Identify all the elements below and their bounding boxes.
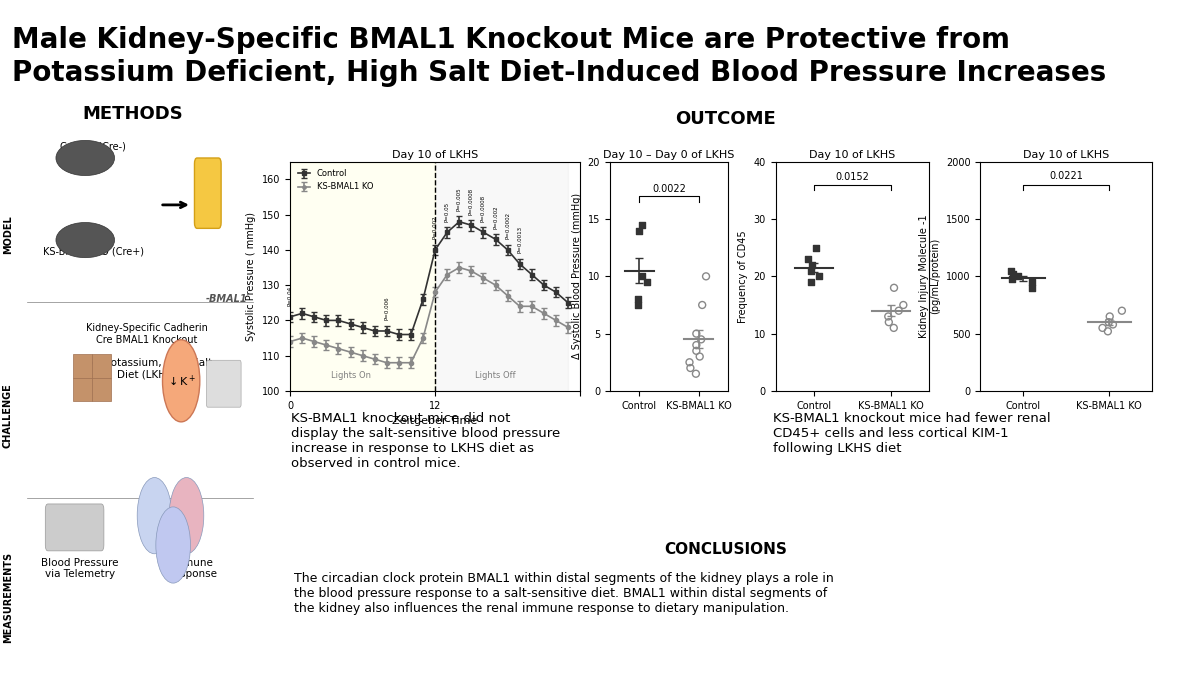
- Point: [687, 368, 706, 379]
- Point: [802, 276, 821, 287]
- Text: Immune
Response: Immune Response: [167, 557, 217, 579]
- Text: 0.0152: 0.0152: [836, 172, 869, 182]
- Text: Lights Off: Lights Off: [475, 371, 516, 380]
- Text: -BMAL1: -BMAL1: [206, 294, 247, 304]
- Point: [1023, 276, 1042, 287]
- Text: OUTCOME: OUTCOME: [675, 110, 776, 128]
- Point: [1099, 326, 1118, 337]
- Ellipse shape: [56, 222, 115, 257]
- Point: [1093, 323, 1112, 334]
- Point: [879, 311, 897, 321]
- Title: Day 10 of LKHS: Day 10 of LKHS: [392, 150, 478, 160]
- Text: CHALLENGE: CHALLENGE: [4, 384, 13, 448]
- Point: [810, 271, 829, 282]
- Point: [889, 305, 908, 316]
- Text: Male Kidney-Specific BMAL1 Knockout Mice are Protective from
Potassium Deficient: Male Kidney-Specific BMAL1 Knockout Mice…: [12, 26, 1106, 87]
- Point: [681, 363, 700, 373]
- Text: METHODS: METHODS: [83, 105, 184, 123]
- Text: P=0.04: P=0.04: [288, 286, 292, 306]
- FancyBboxPatch shape: [194, 158, 221, 228]
- Text: MODEL: MODEL: [4, 215, 13, 253]
- Text: Lights On: Lights On: [330, 371, 371, 380]
- X-axis label: Zeitgeber Time: Zeitgeber Time: [392, 417, 478, 426]
- Text: CONCLUSIONS: CONCLUSIONS: [664, 543, 786, 557]
- FancyBboxPatch shape: [92, 355, 110, 378]
- Y-axis label: Δ Systolic Blood Pressure (mmHg): Δ Systolic Blood Pressure (mmHg): [572, 193, 583, 359]
- Text: P=0.0008: P=0.0008: [469, 187, 474, 214]
- Text: P=0.0002: P=0.0002: [506, 212, 510, 239]
- Point: [696, 271, 715, 282]
- Point: [1100, 311, 1119, 321]
- Point: [894, 299, 913, 310]
- Text: KS-BMAL1 knockout mice had fewer renal
CD45+ cells and less cortical KIM-1
follo: KS-BMAL1 knockout mice had fewer renal C…: [773, 412, 1051, 455]
- Y-axis label: Kidney Injury Molecule -1
(pg/mL/protein): Kidney Injury Molecule -1 (pg/mL/protein…: [919, 214, 940, 338]
- Point: [802, 265, 821, 276]
- Point: [633, 271, 652, 282]
- Point: [1113, 305, 1132, 316]
- Text: MEASUREMENTS: MEASUREMENTS: [4, 552, 13, 644]
- Point: [629, 294, 648, 305]
- Ellipse shape: [56, 140, 115, 175]
- Point: [632, 220, 651, 231]
- Point: [799, 253, 818, 264]
- FancyBboxPatch shape: [45, 504, 104, 551]
- Text: P=0.005: P=0.005: [457, 187, 462, 211]
- Bar: [290, 162, 436, 391]
- Circle shape: [169, 478, 204, 554]
- Text: Kidney-Specific Cadherin
Cre BMAL1 Knockout: Kidney-Specific Cadherin Cre BMAL1 Knock…: [85, 323, 207, 344]
- Text: P=0.0008: P=0.0008: [481, 195, 485, 222]
- Point: [1022, 282, 1041, 293]
- Point: [1003, 273, 1022, 284]
- FancyBboxPatch shape: [92, 378, 110, 401]
- Point: [629, 225, 648, 236]
- Point: [884, 282, 903, 293]
- Text: P=0.002: P=0.002: [493, 205, 498, 228]
- Legend: Control, KS-BMAL1 KO: Control, KS-BMAL1 KO: [295, 166, 377, 195]
- Point: [637, 276, 656, 287]
- Title: Day 10 of LKHS: Day 10 of LKHS: [1023, 150, 1109, 160]
- Text: Blood Pressure
via Telemetry: Blood Pressure via Telemetry: [41, 557, 118, 579]
- Point: [1002, 265, 1021, 276]
- Text: $\downarrow$K$^+$: $\downarrow$K$^+$: [166, 373, 197, 388]
- Bar: [436, 162, 568, 391]
- Point: [1103, 319, 1122, 330]
- Text: P=0.002: P=0.002: [432, 216, 438, 239]
- Point: [687, 345, 706, 356]
- Point: [680, 357, 699, 368]
- Point: [690, 351, 709, 362]
- Text: KS-BMAL1 knockout mice did not
display the salt-sensitive blood pressure
increas: KS-BMAL1 knockout mice did not display t…: [291, 412, 560, 470]
- Text: P=0.05: P=0.05: [445, 202, 450, 222]
- Point: [687, 328, 706, 339]
- Point: [880, 317, 899, 328]
- Point: [884, 323, 903, 334]
- Circle shape: [162, 340, 200, 422]
- Point: [691, 334, 710, 345]
- FancyBboxPatch shape: [206, 361, 242, 407]
- FancyBboxPatch shape: [73, 378, 92, 401]
- Y-axis label: Systolic Pressure ( mmHg): Systolic Pressure ( mmHg): [246, 212, 256, 341]
- Text: KS-BMAL1 KO (Cre+): KS-BMAL1 KO (Cre+): [43, 247, 143, 257]
- Title: Day 10 of LKHS: Day 10 of LKHS: [810, 150, 895, 160]
- Circle shape: [137, 478, 172, 554]
- FancyBboxPatch shape: [73, 355, 92, 378]
- Text: P=0.0013: P=0.0013: [517, 226, 522, 253]
- Point: [687, 340, 706, 350]
- Point: [1009, 271, 1028, 282]
- Text: Control (Cre-): Control (Cre-): [60, 142, 127, 151]
- Point: [1099, 317, 1118, 328]
- Point: [629, 299, 648, 310]
- Y-axis label: Frequency of CD45: Frequency of CD45: [738, 230, 748, 323]
- Point: [806, 242, 825, 253]
- Text: The circadian clock protein BMAL1 within distal segments of the kidney plays a r: The circadian clock protein BMAL1 within…: [294, 572, 834, 615]
- Title: Day 10 – Day 0 of LKHS: Day 10 – Day 0 of LKHS: [604, 150, 734, 160]
- Point: [803, 259, 822, 270]
- Text: 0.0221: 0.0221: [1049, 171, 1083, 181]
- Text: P=0.006: P=0.006: [385, 297, 390, 320]
- Point: [1004, 269, 1023, 280]
- Text: Low Potassium, High Salt
Diet (LKHS): Low Potassium, High Salt Diet (LKHS): [81, 359, 212, 380]
- Text: 0.0022: 0.0022: [652, 184, 686, 194]
- Circle shape: [156, 507, 191, 583]
- Point: [693, 299, 712, 310]
